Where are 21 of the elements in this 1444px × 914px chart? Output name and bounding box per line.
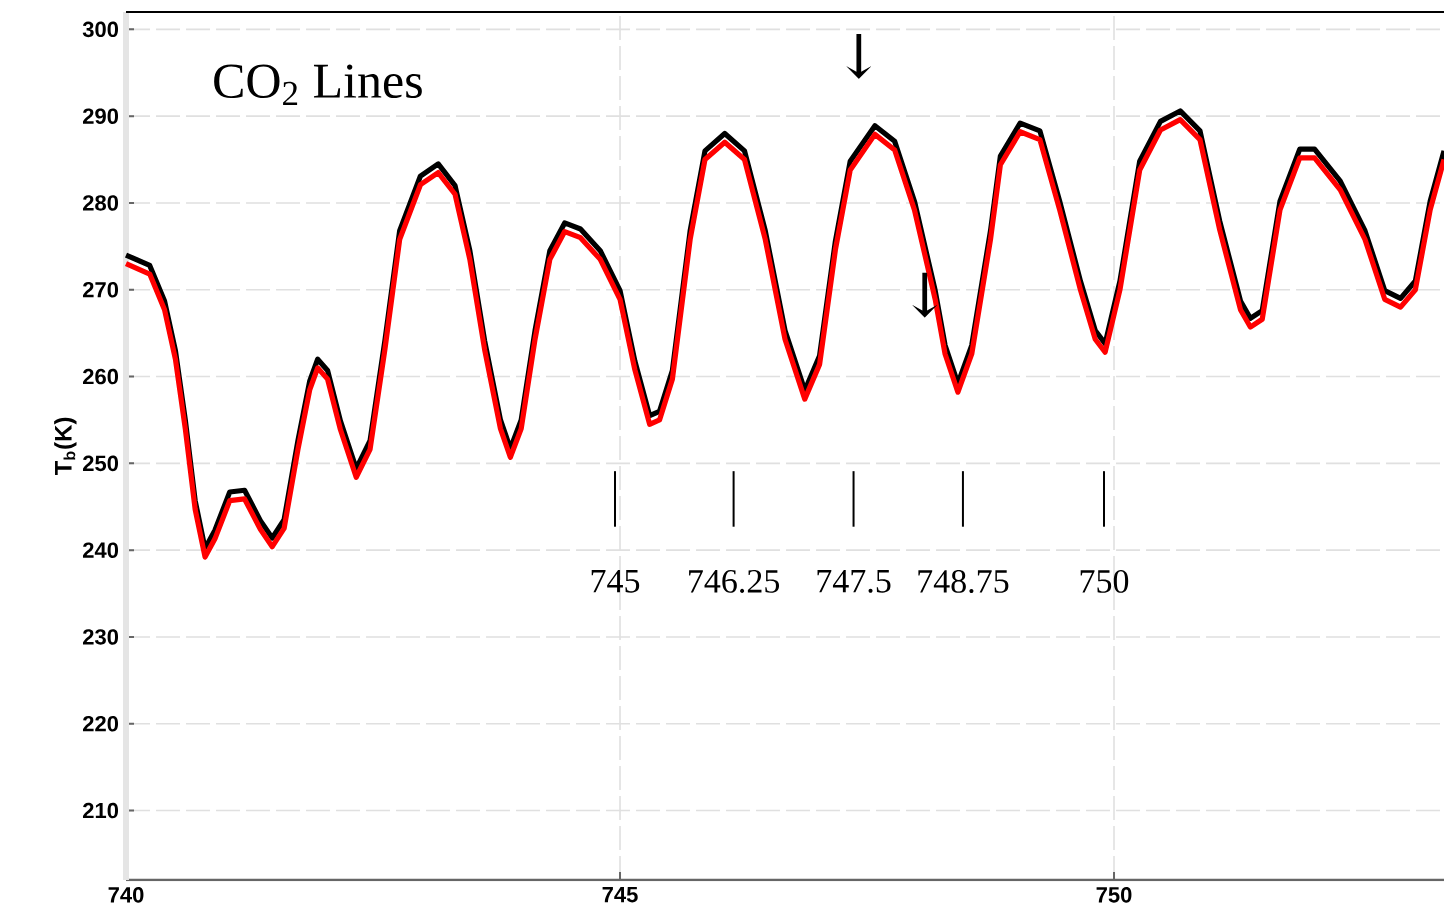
annotation: 745 [591, 569, 640, 593]
y-tick-label: 280 [82, 195, 119, 211]
y-tick-label: 270 [82, 281, 119, 298]
y-tick-label: 300 [82, 21, 119, 38]
y-tick-label: 220 [82, 715, 119, 732]
annotation: CO$_{2}$ Lines [214, 64, 422, 106]
y-tick-label: 240 [82, 542, 119, 558]
y-tick-label: 250 [82, 455, 119, 472]
y-tick-label: 260 [82, 368, 119, 385]
annotation: ↓ [846, 34, 872, 79]
y-tick-label: 210 [82, 802, 119, 819]
annotation: 747.5 [817, 569, 891, 593]
x-tick-label: 750 [1096, 887, 1132, 903]
x-tick-label: 745 [602, 887, 638, 903]
x-tick-label: 740 [108, 887, 144, 903]
annotation: 750 [1080, 569, 1129, 593]
y-tick-label: 230 [82, 629, 119, 645]
annotation: 746.25 [689, 569, 780, 593]
y-tick-label: 290 [82, 108, 119, 124]
annotation: 748.75 [918, 569, 1009, 593]
y-axis-title: T$_{b}$(K) [54, 417, 77, 476]
